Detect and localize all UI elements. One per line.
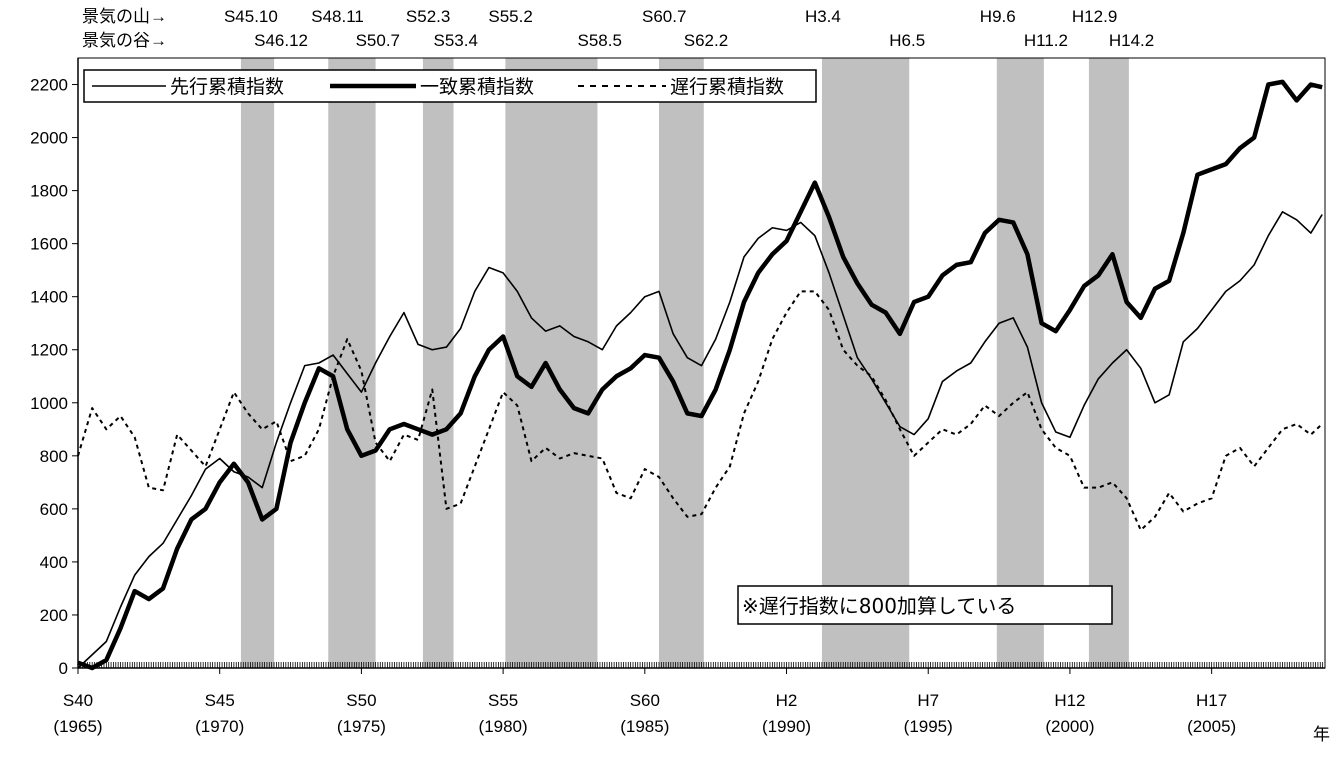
x-tick-year-label-8: (2005) xyxy=(1187,717,1236,736)
trough-label-0: S46.12 xyxy=(254,31,308,50)
y-tick-label-2: 400 xyxy=(40,553,68,572)
trough-label-3: S58.5 xyxy=(577,31,621,50)
y-tick-label-10: 2000 xyxy=(30,129,68,148)
peak-row-label: 景気の山→ xyxy=(82,7,167,26)
x-tick-year-label-2: (1975) xyxy=(337,717,386,736)
x-tick-year-label-0: (1965) xyxy=(53,717,102,736)
x-axis-unit-label: 年 xyxy=(1313,725,1330,744)
recession-band-3 xyxy=(505,58,598,668)
recession-band-0 xyxy=(240,58,275,668)
peak-label-3: S55.2 xyxy=(488,7,532,26)
y-tick-label-0: 0 xyxy=(59,659,68,678)
series-lines xyxy=(77,79,1323,671)
annotation-text: ※遅行指数に800加算している xyxy=(742,594,1016,618)
recession-band-5 xyxy=(821,58,910,668)
recession-band-7 xyxy=(1088,58,1129,668)
annotation: ※遅行指数に800加算している xyxy=(737,585,1113,625)
trough-label-4: S62.2 xyxy=(684,31,728,50)
y-tick-label-4: 800 xyxy=(40,447,68,466)
legend-box xyxy=(83,69,817,103)
y-tick-label-1: 200 xyxy=(40,606,68,625)
recession-band-6 xyxy=(996,58,1044,668)
x-tick-year-label-1: (1970) xyxy=(195,717,244,736)
peak-label-1: S48.11 xyxy=(311,7,364,26)
x-tick-era-label-6: H7 xyxy=(917,691,939,710)
y-tick-label-11: 2200 xyxy=(30,76,68,95)
series-line-1 xyxy=(77,79,1323,671)
x-tick-era-label-8: H17 xyxy=(1196,691,1227,710)
peak-label-6: H9.6 xyxy=(980,7,1016,26)
y-tick-label-3: 600 xyxy=(40,500,68,519)
peak-label-5: H3.4 xyxy=(805,7,841,26)
y-tick-label-8: 1600 xyxy=(30,235,68,254)
x-tick-era-label-7: H12 xyxy=(1054,691,1085,710)
x-tick-era-label-5: H2 xyxy=(776,691,798,710)
x-tick-year-label-5: (1990) xyxy=(762,717,811,736)
axes: 0 200 400 600 800 1000 1200 1400 1600 1800 2000 220… xyxy=(30,58,1326,736)
x-tick-era-label-3: S55 xyxy=(488,691,518,710)
legend-label-leading: 先行累積指数 xyxy=(170,76,284,98)
trough-row-label: 景気の谷→ xyxy=(82,31,167,50)
trough-label-7: H14.2 xyxy=(1109,31,1154,50)
annotation-box xyxy=(737,585,1113,625)
peak-label-2: S52.3 xyxy=(406,7,450,26)
x-tick-year-label-6: (1995) xyxy=(904,717,953,736)
legend: 先行累積指数 一致累積指数 遅行累積指数 xyxy=(83,69,817,103)
x-tick-year-label-3: (1980) xyxy=(479,717,528,736)
recession-band-1 xyxy=(328,58,376,668)
series-line-2 xyxy=(77,290,1323,532)
recession-bands xyxy=(240,58,1129,668)
y-tick-label-7: 1400 xyxy=(30,288,68,307)
x-tick-year-label-7: (2000) xyxy=(1045,717,1094,736)
x-tick-era-label-2: S50 xyxy=(346,691,376,710)
peak-label-4: S60.7 xyxy=(642,7,686,26)
peak-label-0: S45.10 xyxy=(224,7,278,26)
series-line-0 xyxy=(77,211,1323,669)
recession-band-2 xyxy=(422,58,454,668)
legend-label-lagging: 遅行累積指数 xyxy=(670,76,784,98)
x-tick-era-label-1: S45 xyxy=(205,691,235,710)
x-tick-era-label-0: S40 xyxy=(63,691,93,710)
legend-label-coincident: 一致累積指数 xyxy=(420,76,534,98)
x-tick-year-label-4: (1985) xyxy=(620,717,669,736)
trough-label-2: S53.4 xyxy=(434,31,478,50)
peak-label-7: H12.9 xyxy=(1072,7,1117,26)
trough-label-1: S50.7 xyxy=(356,31,400,50)
x-tick-era-label-4: S60 xyxy=(630,691,660,710)
y-tick-label-5: 1000 xyxy=(30,394,68,413)
trough-label-5: H6.5 xyxy=(889,31,925,50)
y-tick-label-6: 1200 xyxy=(30,341,68,360)
y-tick-label-9: 1800 xyxy=(30,182,68,201)
trough-label-6: H11.2 xyxy=(1024,31,1068,50)
